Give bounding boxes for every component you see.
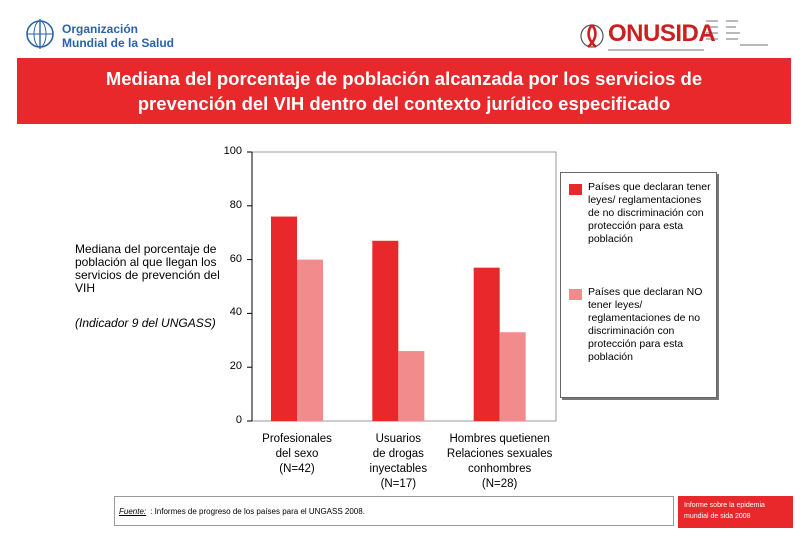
ribbon-icon bbox=[580, 24, 604, 48]
y-tick-label: 80 bbox=[229, 198, 242, 211]
y-axis-label: Mediana del porcentaje de población al q… bbox=[75, 242, 220, 295]
bar-without-laws-1 bbox=[398, 351, 425, 421]
bar-without-laws-0 bbox=[297, 259, 323, 421]
title-line-1: Mediana del porcentaje de población alca… bbox=[105, 68, 703, 89]
category-label-line2: de drogas bbox=[372, 448, 424, 460]
y-tick-label: 100 bbox=[223, 145, 242, 157]
who-name-line2: Mundial de la Salud bbox=[62, 36, 175, 50]
who-logo: Organización Mundial de la Salud bbox=[24, 18, 184, 58]
y-tick-label: 0 bbox=[235, 414, 242, 426]
source-label: Fuente: bbox=[119, 506, 147, 516]
legend-swatch-without-laws bbox=[569, 289, 582, 300]
category-label-line1: Usuarios bbox=[375, 433, 422, 445]
report-badge-line1: Informe sobre la epidemia bbox=[684, 502, 765, 509]
who-emblem-icon bbox=[26, 19, 54, 49]
category-label: Profesionales del sexo (N=42) bbox=[237, 432, 357, 477]
category-label-line3: conhombres bbox=[468, 463, 532, 475]
category-label-line1: Profesionales bbox=[262, 433, 332, 445]
title-line-2: prevención del VIH dentro del contexto j… bbox=[137, 93, 671, 114]
category-label-line1: Hombres quetienen bbox=[449, 433, 550, 445]
category-label-line2: del sexo bbox=[275, 448, 319, 460]
category-label-line2: Relaciones sexuales bbox=[446, 448, 553, 460]
y-tick-label: 40 bbox=[229, 306, 242, 319]
bar-without-laws-2 bbox=[499, 332, 526, 421]
unaids-name: ONUSIDA bbox=[608, 20, 716, 47]
category-label-line4: (N=28) bbox=[481, 478, 518, 490]
category-label: Hombres quetienen Relaciones sexuales conh… bbox=[440, 432, 560, 492]
source-text: : Informes de progreso de los países par… bbox=[150, 506, 365, 516]
report-badge: Informe sobre la epidemia mundial de sid… bbox=[678, 496, 793, 528]
y-tick-label: 20 bbox=[229, 360, 242, 373]
bar-with-laws-1 bbox=[372, 240, 399, 421]
unaids-logo: ONUSIDA bbox=[580, 16, 795, 56]
who-name-line1: Organización bbox=[62, 22, 139, 36]
y-axis-note: (Indicador 9 del UNGASS) bbox=[75, 316, 216, 330]
category-label-line4: (N=17) bbox=[380, 478, 417, 490]
category-label-line3: (N=42) bbox=[279, 463, 315, 475]
source-note: Fuente: : Informes de progreso de los pa… bbox=[114, 496, 674, 526]
legend-text-without-laws: Países que declaran NO tener leyes/ regl… bbox=[588, 286, 703, 363]
bar-with-laws-0 bbox=[271, 216, 297, 421]
legend-swatch-with-laws bbox=[569, 184, 582, 195]
y-tick-label: 60 bbox=[229, 252, 242, 265]
category-label-line3: inyectables bbox=[369, 463, 428, 475]
legend-text-with-laws: Países que declaran tener leyes/ reglame… bbox=[588, 181, 711, 245]
bar-with-laws-2 bbox=[473, 267, 500, 421]
legend: Países que declaran tener leyes/ reglame… bbox=[560, 172, 717, 398]
report-badge-line2: mundial de sida 2008 bbox=[684, 513, 751, 520]
category-label: Usuarios de drogas inyectables (N=17) bbox=[338, 432, 458, 492]
title-banner: Mediana del porcentaje de población alca… bbox=[17, 58, 791, 124]
